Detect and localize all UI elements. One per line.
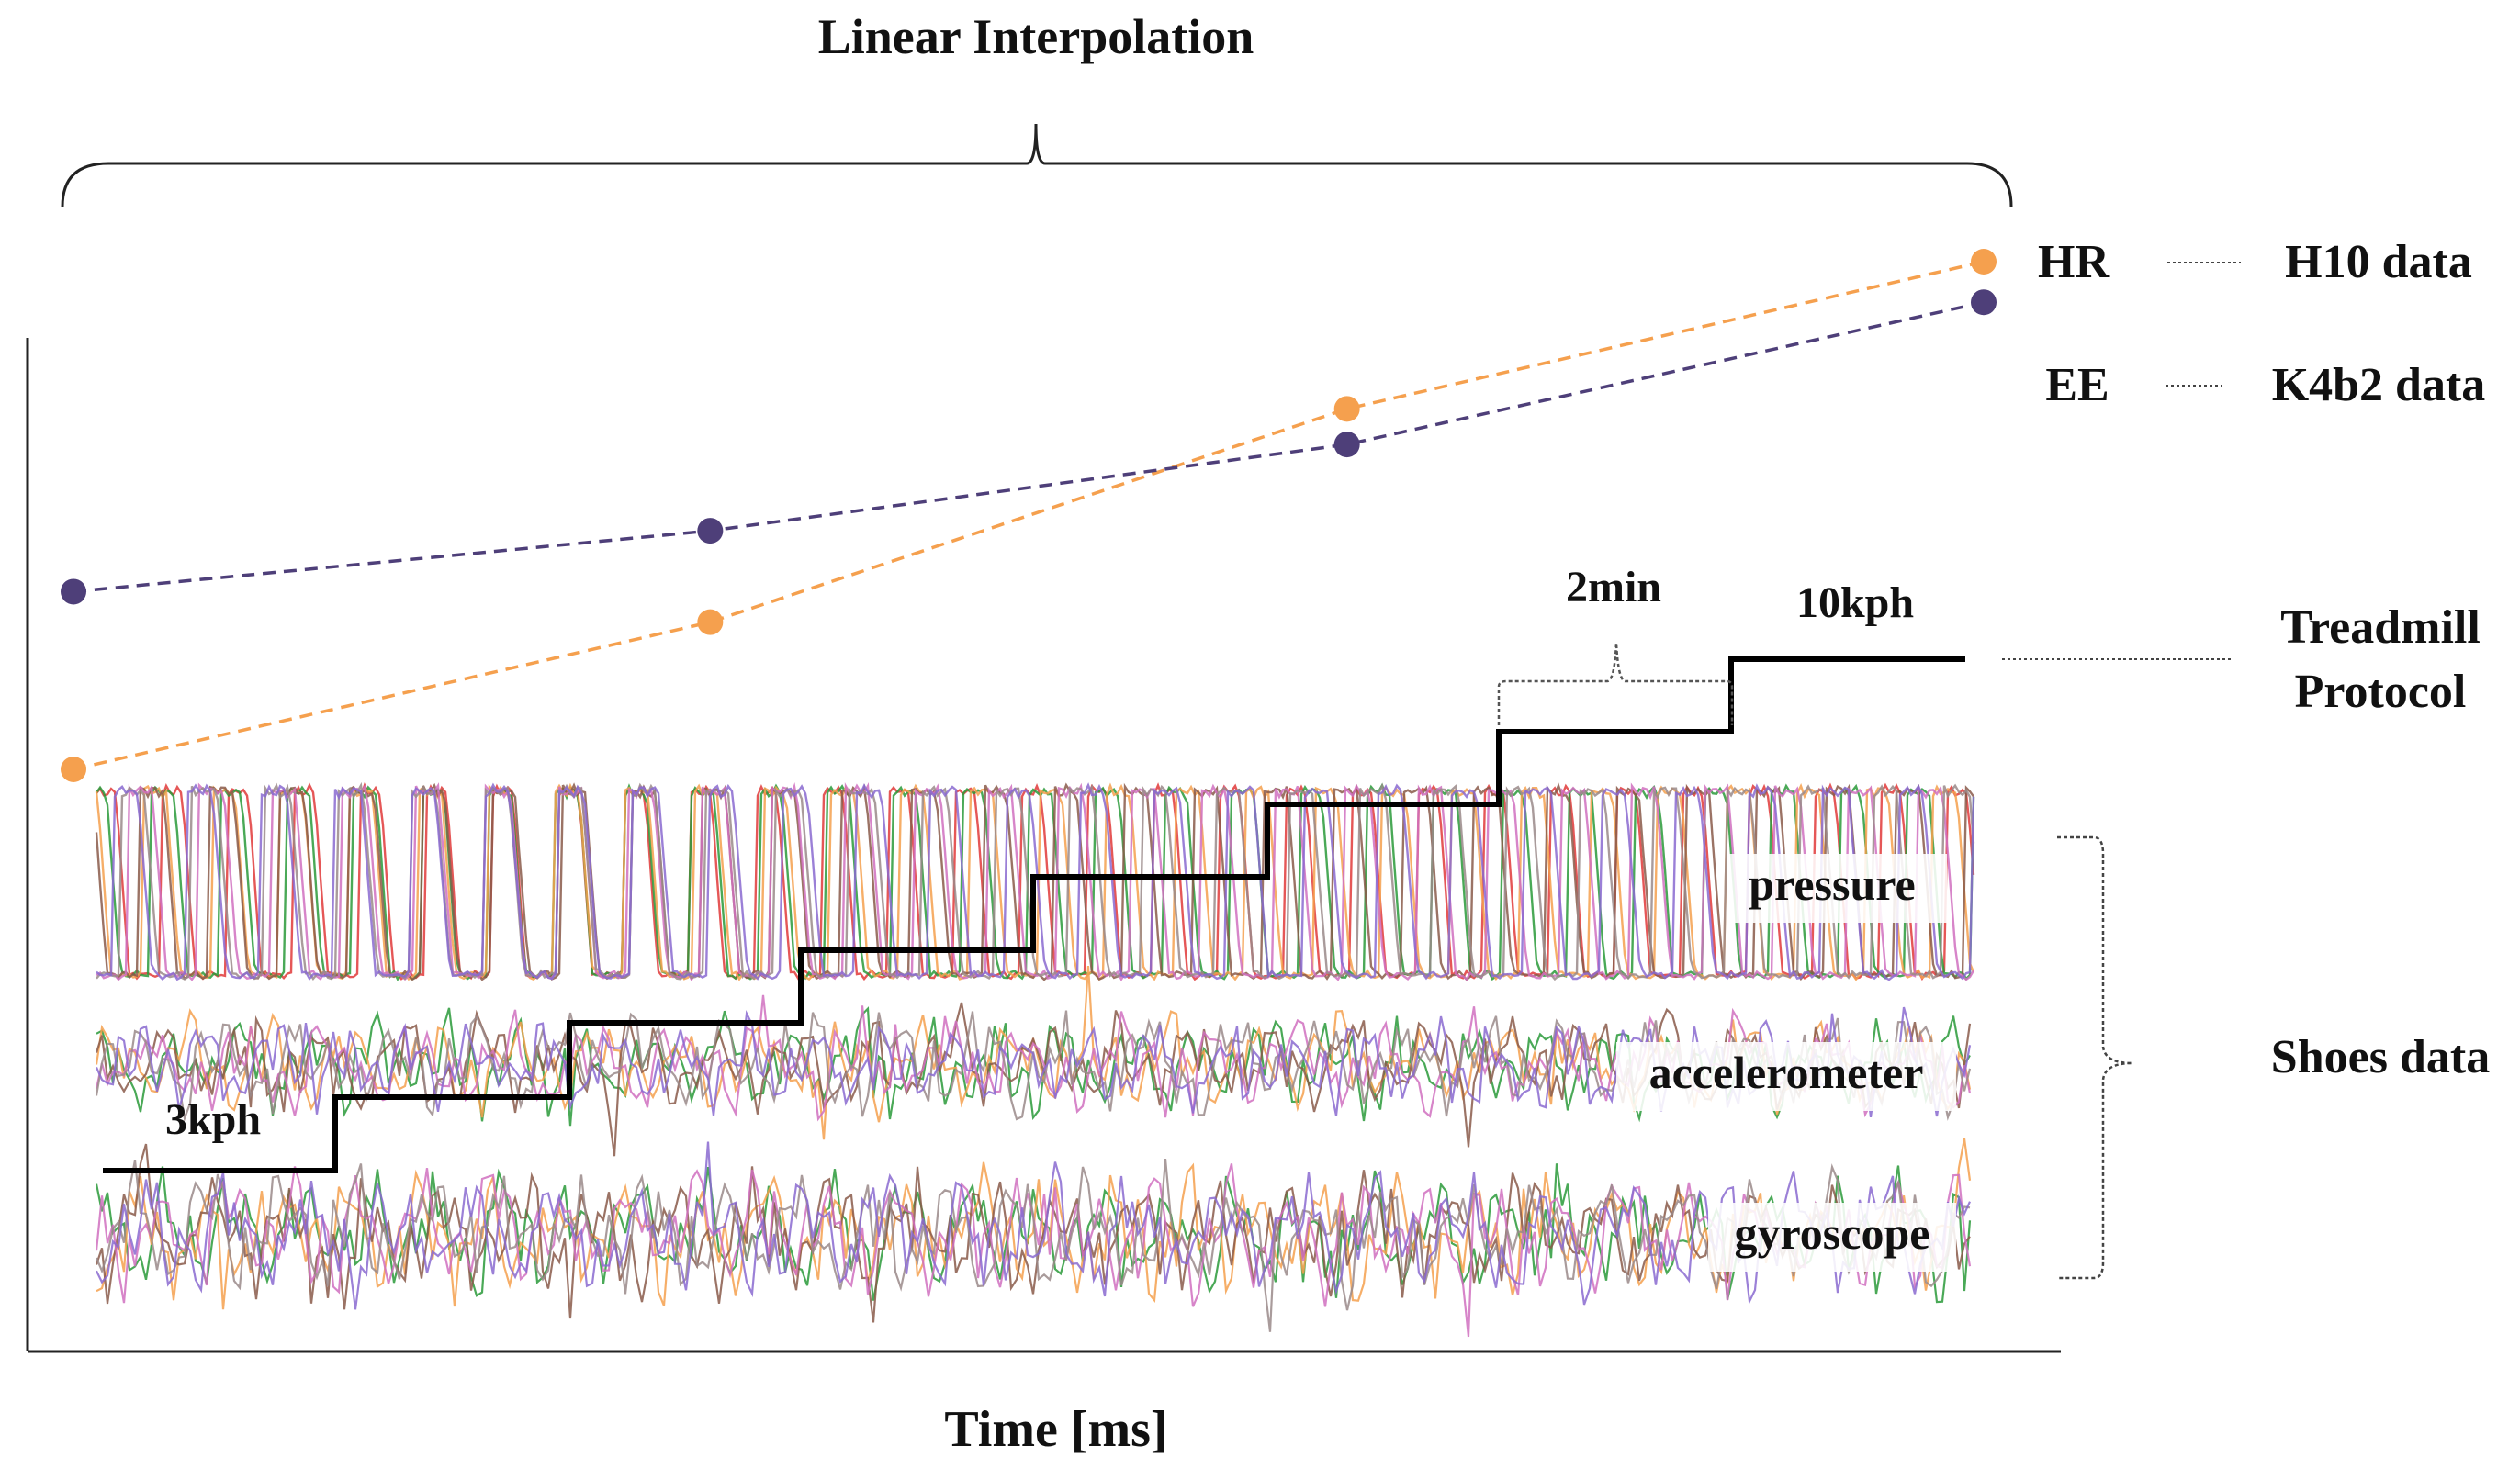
ee-interpolation-line [73, 300, 1985, 594]
ee-data-points [61, 289, 1997, 605]
step-duration-brace [1497, 642, 1734, 725]
gyroscope-trace [96, 1141, 1972, 1310]
hr-interpolation-line [73, 260, 1985, 771]
ee-source-label: K4b2 data [2272, 359, 2486, 411]
shoes-legend-label: Shoes data [2271, 1031, 2490, 1083]
ee-data-point [1971, 289, 1997, 316]
hr-source-label: H10 data [2285, 236, 2472, 288]
hr-data-points [61, 249, 1997, 782]
protocol-end-label: 10kph [1796, 578, 1914, 627]
hr-data-point [1333, 396, 1360, 422]
ee-legend-label: EE [2045, 359, 2109, 411]
x-axis-label: Time [ms] [944, 1401, 1167, 1458]
pressure-trace [96, 782, 1975, 981]
pressure-label-bg [1727, 854, 1947, 923]
hr-data-point [61, 757, 86, 782]
gyroscope-label: gyroscope [1735, 1207, 1930, 1259]
accelerometer-label: accelerometer [1649, 1047, 1924, 1098]
step-duration-label: 2min [1566, 563, 1661, 611]
accelerometer-trace [95, 1010, 1972, 1123]
accelerometer-label-bg [1616, 1042, 1956, 1111]
ee-data-point [61, 578, 86, 605]
pressure-label: pressure [1749, 858, 1916, 910]
hr-data-point [1971, 249, 1997, 275]
pressure-signals [95, 781, 1975, 982]
shoes-data-brace [2057, 835, 2133, 1280]
gyroscope-label-bg [1708, 1203, 1956, 1272]
gyroscope-signals [95, 1138, 1972, 1338]
ee-data-point [697, 518, 724, 544]
protocol-legend-label-2: Protocol [2295, 666, 2467, 718]
gyroscope-trace [95, 1158, 1971, 1332]
treadmill-protocol-line [103, 656, 1965, 1173]
hr-legend-label: HR [2038, 236, 2110, 288]
interpolation-brace [61, 123, 2013, 207]
pressure-trace [96, 781, 1975, 982]
protocol-start-label: 3kph [165, 1095, 261, 1144]
diagram-title: Linear Interpolation [818, 9, 1254, 64]
protocol-legend-label: Treadmill [2280, 601, 2481, 654]
gyroscope-trace [95, 1143, 1971, 1323]
hr-data-point [697, 609, 724, 635]
ee-data-point [1333, 432, 1360, 458]
